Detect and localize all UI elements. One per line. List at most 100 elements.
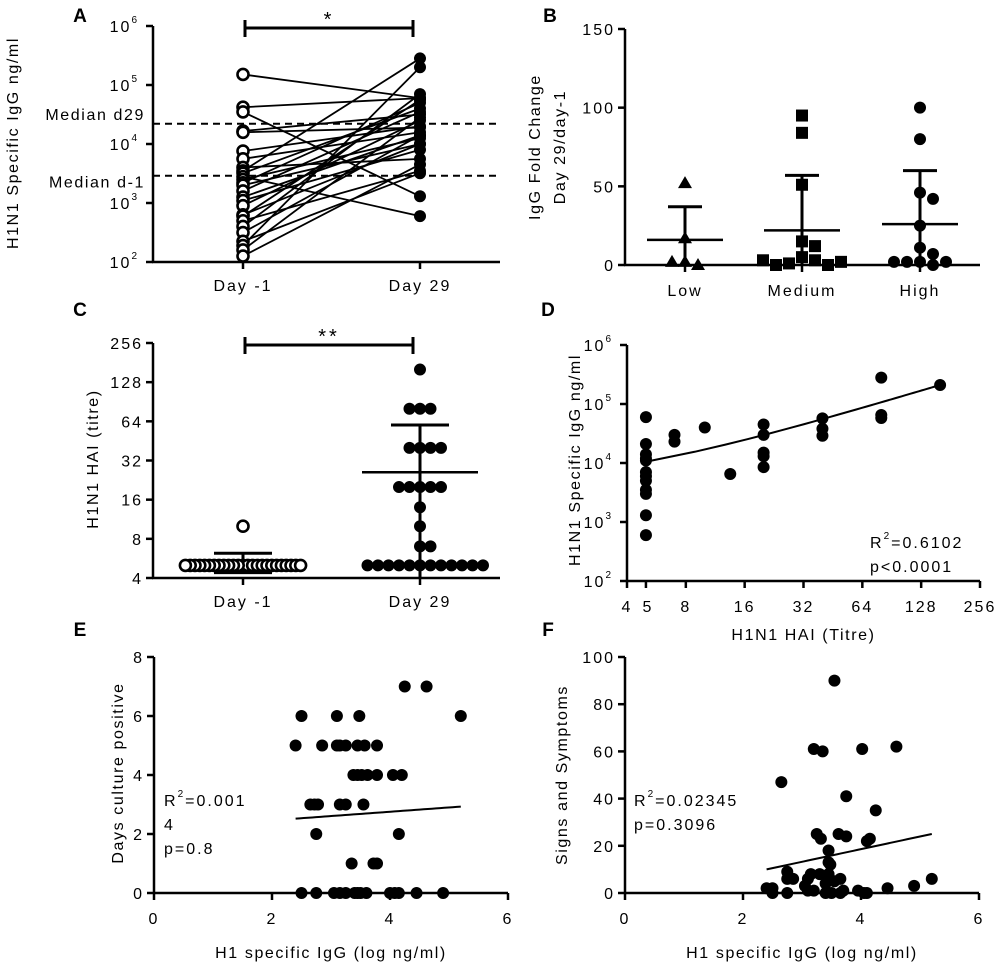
r2-value: =0.001 <box>185 793 246 810</box>
data-point <box>901 255 913 268</box>
data-point <box>639 487 652 500</box>
r2-superscript: 2 <box>884 531 892 542</box>
y-tick-label: 2 <box>133 827 144 844</box>
data-point <box>437 887 450 899</box>
data-point <box>424 441 437 454</box>
data-point <box>825 887 838 899</box>
data-point <box>822 259 834 271</box>
pair-line <box>242 131 421 160</box>
data-point <box>639 454 652 467</box>
data-point <box>678 176 692 189</box>
data-point <box>236 67 250 82</box>
tick-base: 10 <box>110 19 132 36</box>
data-point <box>236 105 250 119</box>
x-tick-label: 0 <box>149 911 160 928</box>
panel-e: E 0 2 4 6 8 Days culture positive 0 2 4 6 H1 specif… <box>74 620 512 962</box>
data-point <box>293 558 308 573</box>
data-point <box>371 769 384 781</box>
y-tick-label: 80 <box>593 697 615 714</box>
tick-base: 10 <box>584 574 606 591</box>
x-axis-label: H1 specific IgG (log ng/ml) <box>686 945 918 962</box>
data-point <box>678 254 692 267</box>
r2-value: =0.6102 <box>891 535 963 552</box>
r2-symbol: R <box>164 793 178 810</box>
x-tick-label: 32 <box>793 599 815 616</box>
panel-b: B 0 50 100 150 IgG Fold Change Day 29/day-1 Low… <box>527 6 980 300</box>
pair-line <box>242 57 421 172</box>
data-point <box>639 509 652 522</box>
data-point <box>339 798 352 811</box>
y-tick-label: 32 <box>121 454 143 471</box>
data-point <box>914 186 926 199</box>
data-point <box>477 559 489 572</box>
data-point <box>395 769 408 781</box>
y-tick-label: 20 <box>593 839 615 856</box>
p-value-label: p=0.8 <box>164 841 214 858</box>
data-point <box>787 872 800 885</box>
data-point <box>353 710 366 722</box>
data-point <box>445 559 458 572</box>
y-tick-label: 40 <box>593 792 615 809</box>
data-point <box>724 468 737 481</box>
x-tick-label: 4 <box>856 911 867 928</box>
data-point <box>310 887 323 899</box>
data-point <box>757 461 770 474</box>
data-point <box>908 879 921 892</box>
tick-exponent: 2 <box>605 570 613 581</box>
y-tick-label: 105 <box>584 393 613 414</box>
data-point <box>828 674 841 687</box>
data-point <box>678 231 692 244</box>
y-tick-label: 50 <box>593 179 615 196</box>
data-point <box>863 832 876 845</box>
pair-line <box>242 134 421 198</box>
data-point <box>757 418 770 431</box>
y-axis-label: Signs and Symptoms <box>554 685 571 865</box>
r2-superscript: 2 <box>648 789 656 800</box>
panel-letter: B <box>543 6 557 27</box>
tick-base: 10 <box>110 137 132 154</box>
data-point <box>927 247 939 260</box>
data-point <box>424 540 437 553</box>
x-tick-label: Day 29 <box>389 594 452 611</box>
tick-base: 10 <box>584 515 606 532</box>
x-tick-label: 2 <box>267 911 278 928</box>
tick-exponent: 5 <box>131 74 139 85</box>
data-point <box>435 481 447 494</box>
data-point <box>316 739 329 752</box>
data-point <box>414 501 426 514</box>
y-tick-label: 60 <box>593 744 615 761</box>
data-point <box>796 251 808 264</box>
data-point <box>358 739 371 752</box>
data-point <box>927 259 939 271</box>
data-point <box>809 240 821 253</box>
data-point <box>393 481 405 494</box>
y-tick-label: 16 <box>121 493 143 510</box>
x-tick-label: 0 <box>620 911 631 928</box>
x-tick-label: Low <box>667 283 702 300</box>
data-point <box>796 235 808 248</box>
data-point <box>639 474 652 487</box>
data-point <box>757 254 769 267</box>
data-point <box>403 559 416 572</box>
r-squared-label: R2=0.001 <box>164 789 247 810</box>
significance-marker: * <box>324 9 335 31</box>
median-label: Median d29 <box>45 107 145 124</box>
y-axis-label: H1N1 HAI (titre) <box>85 389 102 528</box>
data-point <box>386 769 399 781</box>
data-point <box>398 680 411 693</box>
data-point <box>934 378 947 391</box>
data-point <box>330 710 343 722</box>
r2-symbol: R <box>870 535 884 552</box>
pair-line <box>242 66 421 247</box>
y-axis-label: H1N1 Specific IgG ng/ml <box>5 37 22 249</box>
pair-line <box>242 163 421 257</box>
pair-line <box>242 119 421 207</box>
data-point <box>840 830 853 843</box>
panel-letter: F <box>542 620 554 641</box>
data-point <box>698 421 711 434</box>
data-point <box>392 887 405 899</box>
data-point <box>393 559 405 572</box>
data-point <box>236 519 250 534</box>
data-point <box>840 790 853 803</box>
data-point <box>875 371 888 384</box>
